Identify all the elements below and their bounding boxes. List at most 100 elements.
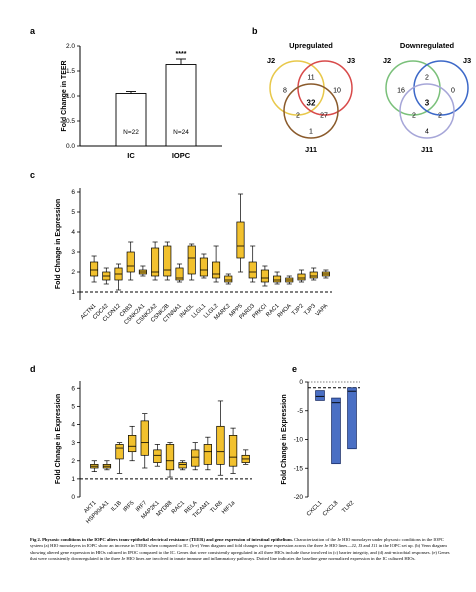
up-region-j2-j11: 2 <box>296 113 300 120</box>
panel-label-d: d <box>30 364 36 374</box>
up-region-j2-j3: 11 <box>307 75 314 82</box>
down-region-j11-only: 4 <box>425 129 429 136</box>
y-tick-label: -5 <box>297 408 303 415</box>
panel-label-a: a <box>30 26 36 36</box>
x-tick-label: IL1B <box>110 500 123 513</box>
x-tick-label: IOPC <box>172 151 191 160</box>
down-set-label-j3: J3 <box>463 56 471 65</box>
x-tick-label: RAC1 <box>171 500 186 515</box>
panel-label-e: e <box>292 364 298 374</box>
box <box>153 449 162 463</box>
y-tick-label: 1 <box>71 289 75 296</box>
y-tick-label: 3 <box>71 249 75 256</box>
box <box>260 269 269 283</box>
y-tick-label: 1 <box>71 476 75 483</box>
box <box>203 444 212 465</box>
box <box>191 449 200 467</box>
y-tick-label: -15 <box>294 465 304 472</box>
box <box>178 462 187 469</box>
up-region-all: 32 <box>307 99 316 108</box>
box <box>236 221 245 259</box>
box <box>90 261 99 277</box>
teer-bar-chart: 0.0 0.5 1.0 1.5 2.0 Fold Change in TEER N=22 IC… <box>61 43 222 160</box>
down-set-label-j11: J11 <box>421 145 433 154</box>
box <box>199 257 208 277</box>
x-tick-label: CXCL1 <box>306 500 323 517</box>
down-region-j3-j11: 2 <box>438 113 442 120</box>
up-set-label-j3: J3 <box>347 56 355 65</box>
range-bar <box>347 387 357 450</box>
down-title: Downregulated <box>400 41 455 50</box>
figure-caption: Fig 2. Physoxic conditions in the IOPC a… <box>30 537 450 563</box>
box <box>216 425 225 465</box>
x-tick-label: TLR2 <box>341 500 355 514</box>
x-tick-label: RHOA <box>277 303 293 319</box>
box <box>228 435 238 467</box>
up-set-label-j2: J2 <box>267 56 275 65</box>
box <box>128 435 137 453</box>
box <box>163 245 172 277</box>
x-tick-label: VAPA <box>315 303 330 318</box>
y-tick-label: -10 <box>294 437 304 444</box>
up-title: Upregulated <box>289 41 333 50</box>
down-region-j2-j3: 2 <box>425 75 429 82</box>
down-region-j2-only: 16 <box>397 88 405 95</box>
y-tick-label: -20 <box>294 494 304 501</box>
down-region-all: 3 <box>425 99 430 108</box>
y-tick-label: 5 <box>71 209 75 216</box>
box <box>212 261 221 279</box>
x-tick-label: TJP2 <box>291 303 305 317</box>
y-tick-label: 4 <box>71 229 75 236</box>
x-tick-label: CXCL8 <box>322 500 339 517</box>
y-tick-label: 4 <box>71 422 75 429</box>
y-tick-label: 3 <box>71 440 75 447</box>
caption-body: Characterization of the Je HIO monolayer… <box>30 537 450 562</box>
y-tick-label: 6 <box>71 385 75 392</box>
y-axis-label: Fold Change in Expression <box>281 394 288 484</box>
box <box>151 247 160 277</box>
range-bar <box>315 390 325 401</box>
box <box>115 444 124 460</box>
box <box>248 261 257 279</box>
y-tick-label: 0.5 <box>66 118 75 125</box>
up-region-j11-only: 1 <box>309 129 313 136</box>
up-set-label-j11: J11 <box>305 145 317 154</box>
box <box>126 251 135 273</box>
up-region-j3-j11: 27 <box>320 113 328 120</box>
box <box>224 275 233 283</box>
box <box>165 444 175 471</box>
x-tick-label: HIF1a <box>221 500 237 516</box>
y-tick-label: 1.5 <box>66 68 75 75</box>
y-tick-label: 0.0 <box>66 143 75 150</box>
y-axis-label: Fold Chnage in Expression <box>55 199 62 289</box>
x-tick-label: IC <box>127 151 135 160</box>
range-bar <box>331 397 341 465</box>
y-axis-label: Fold Change in TEER <box>61 60 68 131</box>
up-region-j2-only: 8 <box>283 88 287 95</box>
n-label: N=22 <box>123 129 139 136</box>
x-tick-label: IRF5 <box>122 500 135 513</box>
y-tick-label: 2 <box>71 269 75 276</box>
down-circle-j11 <box>399 83 455 139</box>
down-region-j3-only: 0 <box>451 88 455 95</box>
significance-label: **** <box>176 51 187 58</box>
y-tick-label: 2 <box>71 458 75 465</box>
down-region-j2-j11: 2 <box>412 113 416 120</box>
y-tick-label: 0 <box>71 494 75 501</box>
y-tick-label: 2.0 <box>66 43 75 50</box>
caption-title: Fig 2. Physoxic conditions in the IOPC a… <box>30 537 293 542</box>
up-circle-j11 <box>283 83 339 139</box>
y-axis-label: Fold Chnage in Expression <box>55 394 62 484</box>
box <box>175 267 184 281</box>
box <box>297 273 306 281</box>
y-tick-label: 1.0 <box>66 93 75 100</box>
downregulated-gene-chart: 0 -5 -10 -15 -20 Fold Change in Expression CXC… <box>281 379 360 518</box>
panel-label-b: b <box>252 26 258 36</box>
box <box>187 245 196 275</box>
box <box>309 271 318 279</box>
y-tick-label: 5 <box>71 404 75 411</box>
